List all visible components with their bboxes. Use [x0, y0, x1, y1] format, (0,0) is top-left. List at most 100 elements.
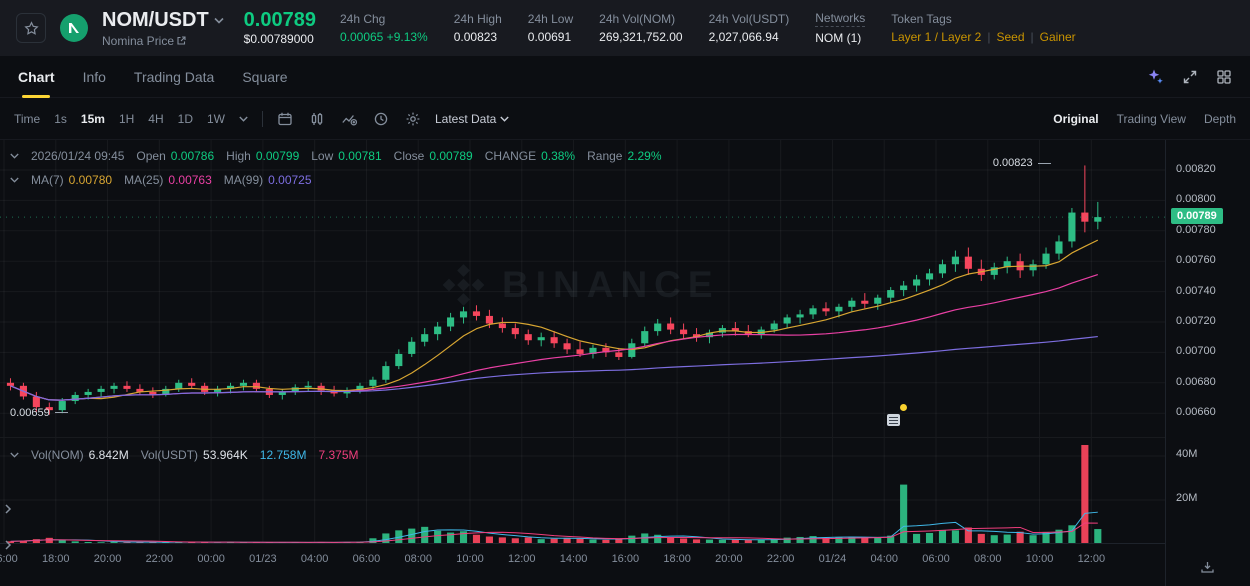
chart-view-switch: Original Trading View Depth [1053, 112, 1236, 126]
latest-data-label: Latest Data [434, 111, 497, 126]
trade-marker-dot[interactable] [900, 404, 907, 411]
nomina-logo-icon [69, 23, 79, 33]
stat-24h-vol-quote: 24h Vol(USDT) 2,027,066.94 [709, 12, 790, 44]
open-value: 0.00786 [170, 149, 215, 163]
time-axis-label: 12:00 [1077, 553, 1106, 565]
history-replay-button[interactable] [373, 111, 389, 127]
token-price-link-label: Nomina Price [102, 33, 175, 48]
stat-label: 24h Low [527, 12, 574, 26]
interval-1h[interactable]: 1H [118, 111, 135, 126]
jump-to-date-button[interactable] [277, 111, 293, 127]
time-axis[interactable]: 16:00 18:00 20:00 22:00 00:00 01/23 04:00 06:00… [0, 543, 1165, 586]
collapse-caret-icon[interactable] [10, 153, 19, 159]
ma7-label: MA(7) [31, 173, 64, 187]
candle-datetime: 2026/01/24 09:45 [31, 149, 125, 163]
vol-base-label: Vol(NOM) [31, 448, 84, 462]
history-icon [374, 112, 388, 125]
time-label: Time [14, 111, 41, 126]
stat-24h-vol-base: 24h Vol(NOM) 269,321,752.00 [599, 12, 682, 44]
view-original[interactable]: Original [1053, 111, 1099, 126]
vol-base-value: 6.842M [88, 448, 129, 462]
symbol-block: NOM/USDT Nomina Price [102, 9, 224, 48]
high-marker-value: 0.00823 [992, 157, 1033, 170]
layout-grid-button[interactable] [1216, 69, 1232, 85]
indicators-icon [342, 114, 357, 125]
favorite-star-button[interactable] [16, 13, 46, 43]
candlestick-chart[interactable] [0, 140, 1165, 437]
ma-legend: MA(7) 0.00780 MA(25) 0.00763 MA(99) 0.00725 [10, 173, 312, 187]
candlestick-icon [311, 112, 323, 125]
grid-icon [1217, 69, 1231, 84]
time-axis-label: 20:00 [93, 553, 122, 565]
chart-plot: BINANCE 2026/01/24 09:45 Open 0.00786 Hig… [0, 140, 1165, 544]
low-marker-value: 0.00659 [10, 406, 50, 419]
more-intervals-button[interactable] [239, 116, 248, 122]
collapse-caret-icon[interactable] [10, 452, 19, 458]
view-depth[interactable]: Depth [1203, 111, 1236, 126]
order-note-icon[interactable] [887, 414, 900, 426]
interval-4h[interactable]: 4H [148, 111, 164, 126]
fullscreen-button[interactable] [1182, 69, 1198, 85]
tag-link[interactable]: Gainer [1039, 30, 1076, 44]
token-price-link[interactable]: Nomina Price [102, 34, 224, 48]
toolbar-icons [277, 111, 421, 127]
view-trading-view[interactable]: Trading View [1116, 111, 1186, 126]
interval-1d[interactable]: 1D [177, 111, 193, 126]
interval-15m[interactable]: 15m [80, 111, 105, 126]
indicators-button[interactable] [341, 111, 357, 127]
chart-style-button[interactable] [309, 111, 325, 127]
time-axis-label: 01/24 [818, 553, 847, 565]
volume-pane[interactable]: Vol(NOM) 6.842M Vol(USDT) 53.964K 12.758M … [0, 437, 1165, 544]
change-label: CHANGE [484, 149, 537, 163]
high-value: 0.00799 [255, 149, 300, 163]
range-label: Range [587, 149, 623, 163]
scroll-history-button[interactable] [2, 539, 14, 551]
ai-insights-button[interactable] [1147, 68, 1164, 85]
ma7-value: 0.00780 [68, 173, 113, 187]
last-price-badge[interactable]: 0.00789 [1171, 208, 1223, 225]
stat-value: 0.00065 +9.13% [339, 30, 428, 44]
time-axis-label: 06:00 [922, 553, 950, 565]
stat-24h-high: 24h High 0.00823 [454, 12, 502, 44]
volume-chart[interactable] [0, 438, 1165, 544]
tag-link[interactable]: Seed [996, 30, 1025, 44]
volume-axis-label: 20M [1176, 492, 1198, 504]
networks-value[interactable]: NOM (1) [815, 31, 862, 45]
tab-chart[interactable]: Chart [18, 56, 55, 98]
price-axis[interactable]: 0.00789 0.00820 0.00800 0.00780 0.00760 0.00… [1165, 140, 1250, 586]
calendar-icon [278, 112, 292, 125]
tag-link[interactable]: Layer 1 / Layer 2 [891, 30, 982, 44]
chevron-right-icon [5, 504, 12, 514]
latest-data-dropdown[interactable]: Latest Data [434, 111, 510, 126]
time-axis-label: 16:00 [0, 553, 18, 565]
low-label: Low [311, 149, 334, 163]
scale-settings-icon[interactable] [1200, 560, 1215, 575]
interval-1s[interactable]: 1s [54, 111, 67, 126]
time-axis-label: 20:00 [715, 553, 743, 565]
token-tags: Layer 1 / Layer 2 | Seed | Gainer [891, 30, 1075, 44]
volume-legend: Vol(NOM) 6.842M Vol(USDT) 53.964K 12.758M … [10, 448, 359, 462]
symbol-selector[interactable]: NOM/USDT [102, 9, 224, 32]
external-link-icon [177, 36, 186, 45]
stat-label: 24h Chg [339, 12, 386, 26]
tab-square[interactable]: Square [242, 68, 288, 85]
ma99-label: MA(99) [223, 173, 264, 187]
vol-ma1-value: 12.758M [259, 448, 307, 462]
price-pane[interactable]: BINANCE 2026/01/24 09:45 Open 0.00786 Hig… [0, 140, 1165, 437]
tab-info[interactable]: Info [82, 68, 106, 85]
price-axis-label: 0.00800 [1176, 193, 1216, 206]
time-axis-label: 18:00 [663, 553, 691, 565]
interval-1w[interactable]: 1W [206, 111, 225, 126]
price-block: 0.00789 $0.00789000 [244, 10, 316, 46]
open-label: Open [136, 149, 166, 163]
range-value: 2.29% [627, 149, 662, 163]
pane-expand-button[interactable] [2, 503, 14, 515]
chart-settings-button[interactable] [405, 111, 421, 127]
last-price: 0.00789 [243, 9, 316, 31]
collapse-caret-icon[interactable] [10, 177, 19, 183]
caret-down-icon [239, 116, 248, 122]
caret-down-icon [500, 116, 510, 122]
time-axis-label: 22:00 [766, 553, 795, 565]
tab-trading-data[interactable]: Trading Data [133, 68, 215, 85]
